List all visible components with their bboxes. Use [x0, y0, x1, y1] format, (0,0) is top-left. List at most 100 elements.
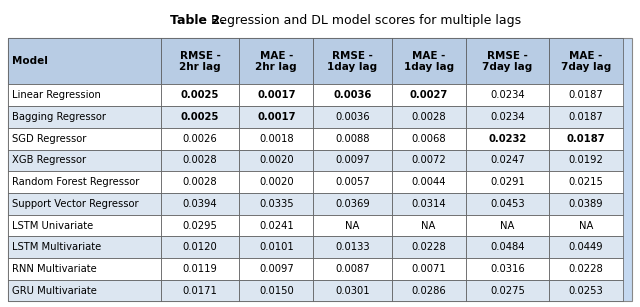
Text: 0.0018: 0.0018 — [259, 134, 294, 144]
Bar — [313, 150, 392, 171]
Bar — [239, 258, 313, 280]
Bar — [313, 258, 392, 280]
Bar — [239, 236, 313, 258]
Bar — [8, 84, 161, 106]
Text: 0.0316: 0.0316 — [490, 264, 525, 274]
Text: MAE -
2hr lag: MAE - 2hr lag — [255, 51, 297, 72]
Bar — [549, 128, 623, 150]
Text: NA: NA — [579, 220, 593, 231]
Bar — [549, 106, 623, 128]
Text: XGB Regressor: XGB Regressor — [12, 155, 86, 165]
Bar — [239, 106, 313, 128]
Text: NA: NA — [500, 220, 515, 231]
Bar — [465, 280, 549, 301]
Bar — [239, 150, 313, 171]
Bar — [465, 106, 549, 128]
Text: 0.0187: 0.0187 — [569, 112, 604, 122]
Bar — [313, 128, 392, 150]
Bar — [465, 236, 549, 258]
Bar — [392, 106, 465, 128]
Bar — [313, 280, 392, 301]
Text: GRU Multivariate: GRU Multivariate — [12, 286, 97, 296]
Bar — [239, 215, 313, 236]
Bar — [313, 215, 392, 236]
Text: 0.0120: 0.0120 — [182, 242, 218, 252]
Text: 0.0449: 0.0449 — [569, 242, 604, 252]
Text: 0.0253: 0.0253 — [569, 286, 604, 296]
Text: 0.0087: 0.0087 — [335, 264, 370, 274]
Text: 0.0028: 0.0028 — [412, 112, 446, 122]
Bar — [392, 236, 465, 258]
Text: 0.0068: 0.0068 — [412, 134, 446, 144]
Bar — [392, 38, 465, 84]
Bar — [465, 38, 549, 84]
Bar — [465, 258, 549, 280]
Bar — [161, 258, 239, 280]
Bar — [161, 236, 239, 258]
Text: 0.0036: 0.0036 — [335, 112, 370, 122]
Bar — [161, 106, 239, 128]
Bar — [465, 128, 549, 150]
Text: 0.0017: 0.0017 — [257, 90, 296, 100]
Bar — [549, 171, 623, 193]
Text: 0.0028: 0.0028 — [183, 155, 218, 165]
Bar — [239, 38, 313, 84]
Bar — [392, 193, 465, 215]
Text: 0.0025: 0.0025 — [181, 112, 220, 122]
Text: 0.0044: 0.0044 — [412, 177, 446, 187]
Bar — [313, 84, 392, 106]
Bar — [8, 236, 161, 258]
Text: RMSE -
7day lag: RMSE - 7day lag — [483, 51, 532, 72]
Bar — [161, 128, 239, 150]
Bar — [8, 128, 161, 150]
Bar — [313, 236, 392, 258]
Bar — [549, 236, 623, 258]
Text: 0.0335: 0.0335 — [259, 199, 294, 209]
Text: 0.0097: 0.0097 — [259, 264, 294, 274]
Text: 0.0228: 0.0228 — [569, 264, 604, 274]
Bar — [392, 280, 465, 301]
Text: 0.0150: 0.0150 — [259, 286, 294, 296]
Bar — [161, 171, 239, 193]
Bar — [161, 193, 239, 215]
Bar — [465, 84, 549, 106]
Bar — [392, 128, 465, 150]
Text: 0.0187: 0.0187 — [569, 90, 604, 100]
Text: NA: NA — [422, 220, 436, 231]
Text: 0.0101: 0.0101 — [259, 242, 294, 252]
Text: 0.0247: 0.0247 — [490, 155, 525, 165]
Text: 0.0187: 0.0187 — [567, 134, 605, 144]
Bar — [392, 84, 465, 106]
Bar — [239, 171, 313, 193]
Text: 0.0017: 0.0017 — [257, 112, 296, 122]
Text: 0.0088: 0.0088 — [335, 134, 370, 144]
Bar — [313, 171, 392, 193]
Text: MAE -
7day lag: MAE - 7day lag — [561, 51, 611, 72]
Text: Model: Model — [12, 56, 47, 66]
Bar — [392, 258, 465, 280]
Bar — [8, 38, 161, 84]
Text: Bagging Regressor: Bagging Regressor — [12, 112, 106, 122]
Text: 0.0295: 0.0295 — [182, 220, 218, 231]
Text: RNN Multivariate: RNN Multivariate — [12, 264, 96, 274]
Text: 0.0057: 0.0057 — [335, 177, 370, 187]
Text: 0.0072: 0.0072 — [412, 155, 446, 165]
Text: 0.0020: 0.0020 — [259, 155, 294, 165]
Bar — [8, 258, 161, 280]
Bar — [8, 150, 161, 171]
Bar — [239, 84, 313, 106]
Bar — [161, 38, 239, 84]
Text: 0.0133: 0.0133 — [335, 242, 370, 252]
Text: 0.0453: 0.0453 — [490, 199, 525, 209]
Text: 0.0369: 0.0369 — [335, 199, 370, 209]
Text: RMSE -
2hr lag: RMSE - 2hr lag — [179, 51, 221, 72]
Bar — [549, 150, 623, 171]
Text: 0.0171: 0.0171 — [182, 286, 218, 296]
Text: Random Forest Regressor: Random Forest Regressor — [12, 177, 139, 187]
Text: 0.0020: 0.0020 — [259, 177, 294, 187]
Bar — [392, 215, 465, 236]
Text: 0.0389: 0.0389 — [569, 199, 604, 209]
Bar — [8, 171, 161, 193]
Bar — [465, 171, 549, 193]
Text: 0.0097: 0.0097 — [335, 155, 370, 165]
